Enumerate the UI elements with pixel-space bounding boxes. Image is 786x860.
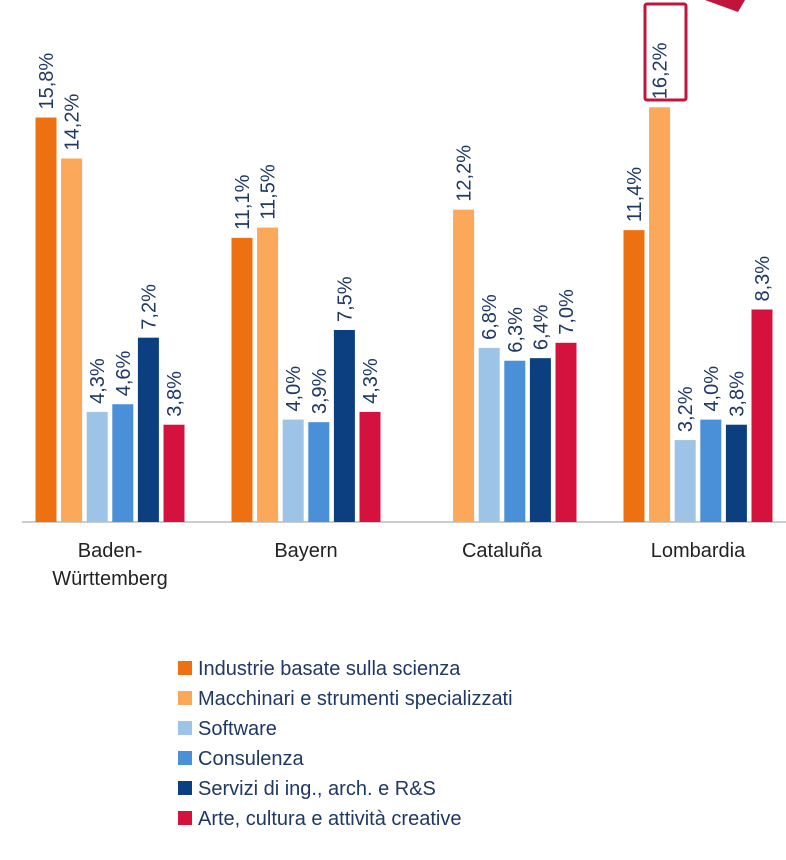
data-label: 3,8% (726, 371, 748, 417)
bar (359, 411, 381, 522)
data-label: 3,2% (675, 386, 697, 432)
legend-swatch (178, 781, 192, 795)
bar (333, 330, 355, 522)
data-label: 6,3% (505, 307, 527, 353)
x-tick-label: Cataluña (462, 540, 543, 562)
data-label: 3,9% (309, 368, 331, 414)
legend-swatch (178, 751, 192, 765)
legend-swatch (178, 721, 192, 735)
highlight-box (643, 2, 688, 102)
data-label: 4,3% (87, 358, 109, 404)
bar (674, 440, 696, 522)
bar (453, 209, 475, 522)
data-label: 8,3% (752, 256, 774, 302)
bar (529, 358, 551, 522)
data-label: 15,8% (36, 53, 58, 110)
x-tick-label: Bayern (274, 540, 337, 562)
data-label: 4,3% (360, 358, 382, 404)
legend-label: Arte, cultura e attività creative (198, 808, 461, 830)
bar (555, 342, 577, 522)
bar (163, 424, 185, 522)
bar (725, 424, 747, 522)
data-label: 11,1% (232, 174, 254, 229)
bar (751, 309, 773, 522)
data-label: 12,2% (454, 145, 476, 202)
data-label: 4,6% (113, 350, 135, 396)
data-label: 7,2% (138, 284, 160, 330)
legend-swatch (178, 661, 192, 675)
bar (478, 347, 500, 522)
data-label: 16,2% (650, 42, 672, 99)
data-label: 7,5% (334, 276, 356, 322)
data-label: 3,8% (164, 371, 186, 417)
legend-label: Consulenza (198, 748, 305, 770)
x-tick-label: Baden-Württemberg (52, 540, 168, 590)
legend-label: Servizi di ing., arch. e R&S (198, 778, 436, 800)
data-label: 6,8% (479, 294, 501, 340)
legend-label: Software (198, 718, 277, 740)
bar (231, 237, 253, 522)
bar (112, 404, 134, 522)
data-label: 6,4% (530, 304, 552, 350)
bar (282, 419, 304, 522)
bar (308, 422, 330, 522)
bar (137, 337, 159, 522)
legend-swatch (178, 811, 192, 825)
data-label: 7,0% (556, 289, 578, 335)
data-label: 4,0% (283, 366, 305, 412)
data-label: 14,2% (62, 94, 84, 151)
data-label: 11,5% (258, 164, 280, 219)
data-label: 11,4% (624, 167, 646, 222)
bar (86, 411, 108, 522)
bar (623, 230, 645, 522)
bar (35, 117, 57, 523)
bar (504, 360, 526, 522)
data-label: 4,0% (701, 366, 723, 412)
legend-label: Macchinari e strumenti specializzati (198, 688, 513, 710)
bar (61, 158, 83, 523)
x-tick-label: Lombardia (651, 540, 746, 562)
bar (649, 107, 671, 522)
legend-swatch (178, 691, 192, 705)
bar (257, 227, 279, 522)
bar (700, 419, 722, 522)
arrow (705, 0, 745, 12)
legend-label: Industrie basate sulla scienza (198, 658, 461, 680)
